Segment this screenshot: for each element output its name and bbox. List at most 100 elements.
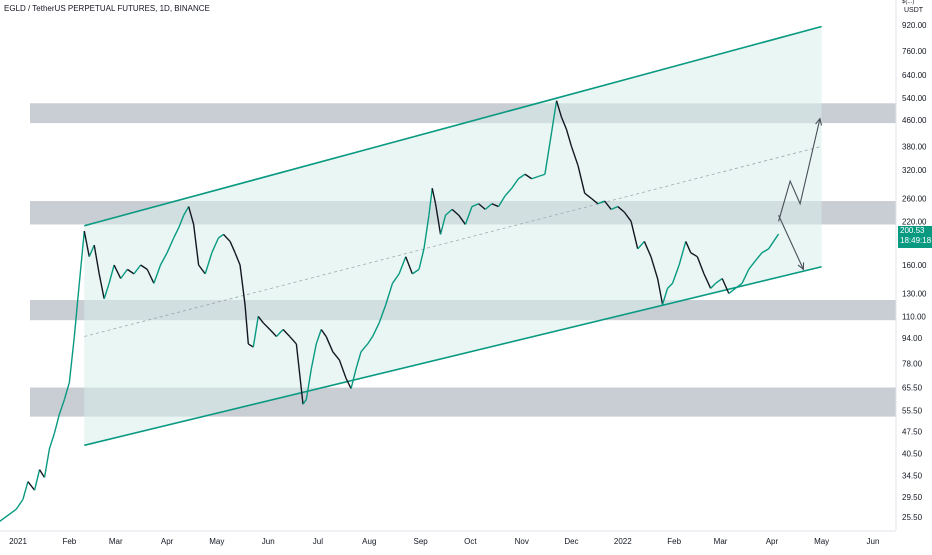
price-segment [63,382,71,400]
price-segment [604,200,612,210]
price-series-layer [0,100,780,522]
price-segment [103,283,110,300]
price-segment [584,192,592,199]
price-segment [538,173,546,178]
price-segment [590,197,599,205]
y-tick-label: 25.50 [902,513,923,522]
projection-path-1 [778,118,821,222]
price-segment [257,315,264,324]
price-segment [428,188,433,216]
y-tick-label: 460.00 [902,116,927,125]
symbol-title: EGLD / TetherUS PERPETUAL FUTURES, 1D, B… [4,4,210,13]
projection-arrowhead-2 [797,262,805,271]
price-segment [690,252,698,258]
price-segment [411,268,420,275]
price-segment [391,273,400,284]
channel-layer [84,25,822,447]
price-segment [113,264,122,279]
price-segment [511,178,519,189]
price-segment [378,304,387,324]
y-tick-label: 540.00 [902,94,927,103]
price-segment [761,248,769,254]
price-segment [183,206,190,216]
price-segment [355,351,362,370]
price-segment [325,336,334,353]
channel-lower-line [84,265,822,447]
y-tick-label: 920.00 [902,21,927,30]
y-tick-label: 110.00 [902,312,926,321]
price-segment [22,481,29,500]
price-segment [244,304,250,345]
currency-top-label: $(...) [902,0,915,5]
price-segment [198,264,206,275]
y-tick-label: 34.50 [902,472,923,481]
price-segment [282,329,291,338]
price-segment [0,508,17,522]
price-segment [27,481,36,491]
price-segment [83,230,90,257]
price-segment [721,278,730,294]
x-tick-label: 2022 [614,537,632,546]
countdown: 18:49:18 [900,236,932,246]
price-segment [187,206,195,225]
x-tick-label: Nov [515,537,529,546]
y-tick-label: 640.00 [902,71,927,80]
price-segment [15,498,24,510]
price-segment [431,188,437,204]
price-segment [310,343,317,370]
currency-label[interactable]: USDT [904,7,924,14]
price-segment [570,146,579,166]
price-segment [211,237,220,254]
y-tick-label: 47.50 [902,428,923,437]
x-axis: 2021 Feb Mar Apr May Jun Jul Aug Sep Oct Nov Dec 202… [0,530,896,546]
price-segment [204,252,213,275]
x-tick-label: Aug [362,537,376,546]
price-segment [146,269,155,284]
x-tick-label: Jun [867,537,880,546]
price-segment [451,208,460,216]
projection-layer [778,117,823,271]
price-segment [637,240,645,250]
price-segment [458,214,466,225]
x-tick-label: Oct [464,537,477,546]
x-tick-label: May [209,537,224,546]
price-segment [524,173,533,180]
price-segment [748,260,756,270]
price-segment [478,203,486,210]
last-price: 200.53 [900,226,925,236]
y-tick-label: 65.50 [902,384,923,393]
price-segment [597,200,605,205]
price-segment [78,248,84,284]
x-tick-label: 2021 [9,537,27,546]
x-tick-label: Jul [313,537,323,546]
price-segment [302,399,307,405]
price-segment [678,241,687,266]
x-tick-label: Apr [766,537,779,546]
price-segment [295,343,304,405]
price-segment [315,329,322,345]
price-segment [153,264,162,284]
price-segment [491,203,499,208]
y-tick-label: 78.00 [902,360,923,369]
price-segment [48,432,56,449]
price-segment [656,278,664,305]
price-segment [577,165,586,194]
price-segment [350,368,357,389]
x-tick-label: Feb [667,537,681,546]
price-segment [773,233,780,242]
price-segment [418,248,425,270]
price-segment [360,343,369,353]
price-segment [43,448,51,478]
y-tick-label: 260.00 [902,194,927,203]
price-segment [754,252,763,262]
price-segment [550,100,558,133]
price-segment [703,273,712,289]
price-segment [126,268,135,275]
price-segment [623,211,632,222]
projection-arrowhead-1 [815,117,823,126]
price-segment [398,256,407,275]
price-segment [192,224,200,266]
price-segment [73,283,81,337]
